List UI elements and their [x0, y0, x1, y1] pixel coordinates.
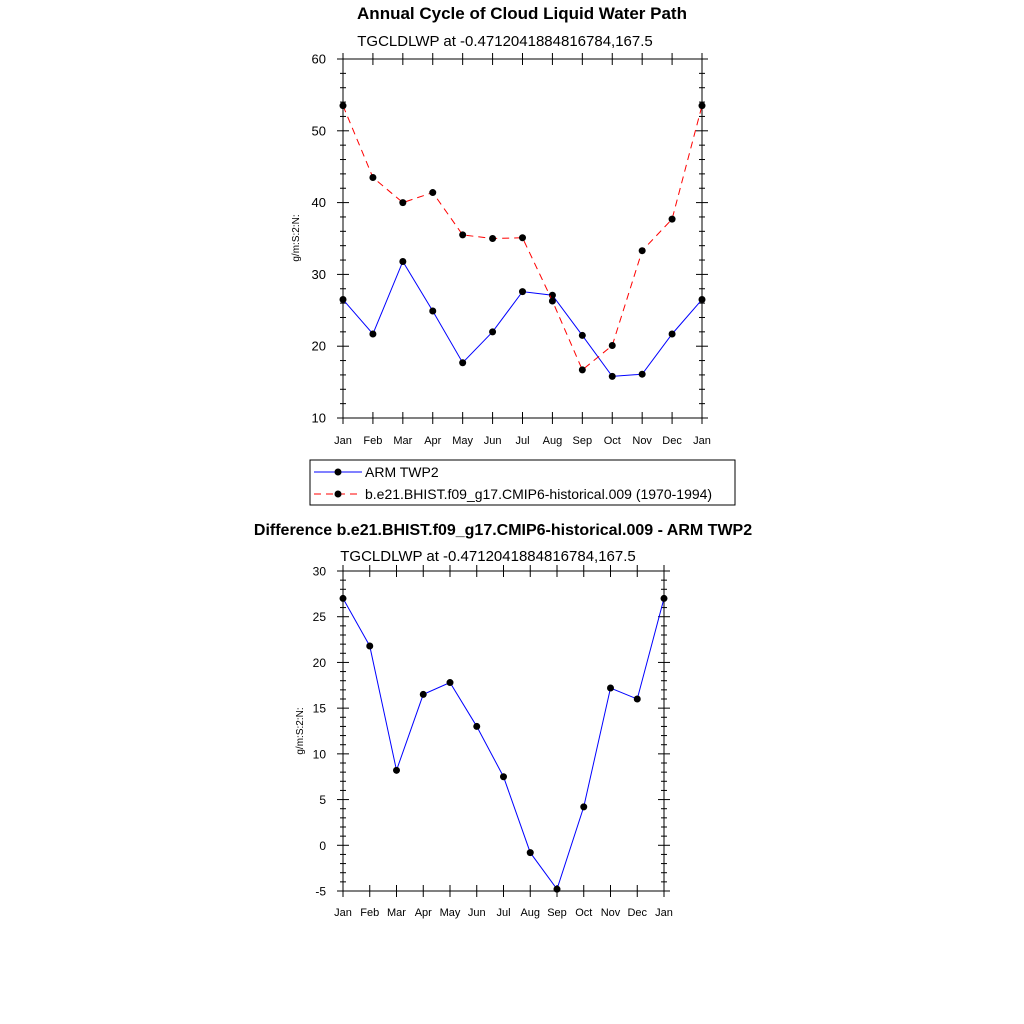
- bottom-ytick-label: 10: [313, 747, 327, 761]
- top-series-0-point: [608, 372, 616, 380]
- top-series-0-point: [638, 370, 646, 378]
- top-series-0-point: [339, 296, 347, 304]
- bottom-series-line-0: [342, 598, 665, 891]
- bottom-xtick-label: Mar: [387, 907, 406, 919]
- top-ytick-label: 60: [312, 52, 326, 67]
- bottom-xtick-label: Jan: [655, 907, 673, 919]
- bottom-xtick-label: Feb: [360, 907, 379, 919]
- top-series-0-point: [459, 359, 467, 367]
- top-series-1-point: [519, 234, 526, 242]
- top-xtick-label: Mar: [393, 435, 412, 447]
- chart-bottom-subtitle: TGCLDLWP at -0.4712041884816784,167.5: [340, 548, 636, 565]
- bottom-xtick-label: Jun: [468, 907, 486, 919]
- bottom-ytick-label: -5: [315, 885, 326, 899]
- top-xtick-label: Dec: [662, 435, 682, 447]
- top-series-0-point: [399, 257, 407, 265]
- top-series-0-point: [668, 330, 676, 338]
- bottom-ytick-label: 30: [313, 565, 327, 579]
- bottom-series-0-point: [580, 803, 588, 811]
- top-series-1-point: [548, 297, 556, 305]
- legend-label-arm: ARM TWP2: [365, 464, 439, 480]
- top-ytick-label: 30: [312, 267, 326, 282]
- top-series-1-point: [608, 341, 616, 349]
- bottom-xtick-label: Dec: [627, 907, 647, 919]
- bottom-xtick-label: Sep: [547, 907, 567, 919]
- top-xtick-label: Jan: [693, 435, 711, 447]
- bottom-series-0-point: [339, 594, 347, 602]
- chart-bottom-ylabel: g/m:S:2:N:: [295, 707, 306, 754]
- chart-bottom-plot: Jan Feb Mar Apr May Jun Jul Aug Sep Oct Nov Dec Jan-…: [313, 565, 673, 920]
- bottom-ytick-label: 5: [319, 793, 326, 807]
- top-series-1-point: [698, 102, 706, 110]
- bottom-xtick-label: Oct: [575, 907, 592, 919]
- top-ytick-label: 20: [312, 339, 326, 354]
- top-series-0-point: [578, 331, 586, 339]
- top-series-1-point: [339, 102, 347, 110]
- bottom-ytick-label: 20: [313, 656, 327, 670]
- bottom-series-0-point: [553, 885, 561, 893]
- top-series-line-0: [342, 260, 703, 377]
- chart-top-ylabel: g/m:S:2:N:: [291, 214, 302, 261]
- bottom-ytick-label: 25: [313, 610, 327, 624]
- top-series-0-point: [489, 328, 497, 336]
- bottom-series-0-point: [446, 679, 454, 687]
- chart-top-plot: Jan Feb Mar Apr May Jun Jul Aug Sep Oct Nov Dec Jan 1…: [312, 52, 711, 448]
- top-xtick-label: Jun: [484, 435, 502, 447]
- bottom-series-0-point: [393, 766, 400, 774]
- top-xtick-label: Aug: [543, 435, 563, 447]
- top-series-1-point: [429, 189, 437, 197]
- chart-top-subtitle: TGCLDLWP at -0.4712041884816784,167.5: [357, 33, 653, 50]
- legend-marker-model: [334, 490, 342, 498]
- legend-marker-arm: [334, 468, 342, 476]
- top-ytick-label: 50: [312, 123, 326, 138]
- top-series-0-point: [369, 330, 377, 338]
- top-series-0-point: [698, 296, 706, 304]
- top-xtick-label: May: [452, 435, 473, 447]
- chart-top-title: Annual Cycle of Cloud Liquid Water Path: [357, 4, 687, 23]
- bottom-series-0-point: [660, 594, 668, 602]
- chart-bottom-title: Difference b.e21.BHIST.f09_g17.CMIP6-his…: [254, 522, 752, 539]
- top-series-1-point: [489, 235, 497, 242]
- top-series-1-point: [578, 366, 586, 374]
- top-xtick-label: Sep: [573, 435, 593, 447]
- chart-bottom: Difference b.e21.BHIST.f09_g17.CMIP6-his…: [254, 522, 752, 919]
- bottom-series-0-point: [607, 684, 614, 692]
- legend-label-model: b.e21.BHIST.f09_g17.CMIP6-historical.009…: [365, 486, 712, 502]
- top-series-1-point: [399, 199, 407, 207]
- bottom-series-0-point: [366, 642, 374, 650]
- bottom-xtick-label: Apr: [415, 907, 432, 919]
- top-xtick-label: Jul: [515, 435, 529, 447]
- bottom-xtick-label: Jul: [496, 907, 510, 919]
- bottom-series-0-point: [526, 849, 534, 857]
- top-xtick-label: Nov: [632, 435, 652, 447]
- bottom-series-0-point: [633, 695, 641, 703]
- top-xtick-label: Jan: [334, 435, 352, 447]
- bottom-series-0-point: [473, 722, 481, 730]
- top-xtick-label: Apr: [424, 435, 441, 447]
- bottom-xtick-label: Jan: [334, 907, 352, 919]
- top-xtick-label: Oct: [604, 435, 621, 447]
- bottom-series-0-point: [419, 690, 427, 698]
- top-series-1-point: [668, 215, 676, 223]
- top-series-1-point: [369, 173, 377, 181]
- top-series-1-point: [638, 247, 646, 255]
- bottom-xtick-label: Nov: [601, 907, 621, 919]
- top-ytick-label: 40: [312, 195, 326, 210]
- bottom-series-0-point: [500, 773, 507, 781]
- bottom-xtick-label: May: [440, 907, 461, 919]
- top-series-0-point: [519, 288, 526, 296]
- bottom-xtick-label: Aug: [520, 907, 540, 919]
- bottom-plot-frame: [342, 570, 665, 892]
- bottom-ytick-label: 15: [313, 702, 327, 716]
- chart-top-legend: ARM TWP2 b.e21.BHIST.f09_g17.CMIP6-histo…: [309, 459, 736, 506]
- top-series-1-point: [459, 231, 467, 239]
- top-ytick-label: 10: [312, 411, 326, 426]
- legend-box: [309, 459, 736, 506]
- top-xtick-label: Feb: [363, 435, 382, 447]
- top-series-0-point: [429, 307, 437, 315]
- chart-top: Annual Cycle of Cloud Liquid Water Path …: [291, 4, 736, 506]
- bottom-ytick-label: 0: [319, 839, 326, 853]
